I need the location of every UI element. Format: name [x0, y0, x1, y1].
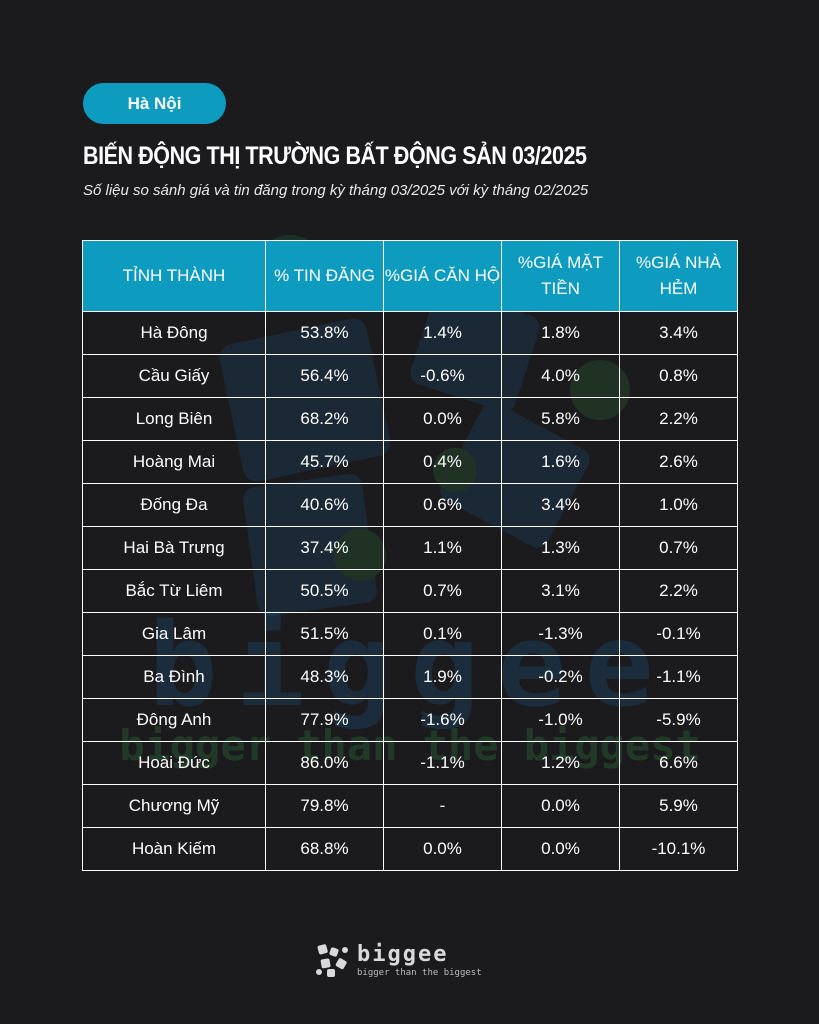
cell-apartment: -1.1%	[383, 741, 502, 785]
table-row: Hà Đông 53.8% 1.4% 1.8% 3.4%	[82, 311, 738, 355]
table-header-row: TỈNH THÀNH % TIN ĐĂNG %GIÁ CĂN HỘ %GIÁ M…	[82, 240, 738, 312]
col-header-apartment-price: %GIÁ CĂN HỘ	[383, 240, 502, 312]
cell-frontage: 1.3%	[501, 526, 620, 570]
cell-listings: 51.5%	[265, 612, 384, 656]
cell-district: Long Biên	[82, 397, 266, 441]
col-header-province: TỈNH THÀNH	[82, 240, 266, 312]
cell-district: Đống Đa	[82, 483, 266, 527]
table-row: Đống Đa 40.6% 0.6% 3.4% 1.0%	[82, 483, 738, 527]
cell-frontage: 1.6%	[501, 440, 620, 484]
cell-frontage: 4.0%	[501, 354, 620, 398]
cell-listings: 68.2%	[265, 397, 384, 441]
cell-apartment: 0.1%	[383, 612, 502, 656]
cell-alley: 0.8%	[619, 354, 738, 398]
table-row: Cầu Giấy 56.4% -0.6% 4.0% 0.8%	[82, 354, 738, 398]
col-header-listings: % TIN ĐĂNG	[265, 240, 384, 312]
cell-frontage: 0.0%	[501, 784, 620, 828]
cell-listings: 68.8%	[265, 827, 384, 871]
cell-apartment: -1.6%	[383, 698, 502, 742]
cell-apartment: 1.4%	[383, 311, 502, 355]
cell-alley: -5.9%	[619, 698, 738, 742]
market-change-table: TỈNH THÀNH % TIN ĐĂNG %GIÁ CĂN HỘ %GIÁ M…	[82, 240, 738, 871]
logo-text-group: biggee bigger than the biggest	[357, 942, 482, 979]
cell-district: Hoài Đức	[82, 741, 266, 785]
cell-frontage: 0.0%	[501, 827, 620, 871]
cell-apartment: 1.9%	[383, 655, 502, 699]
cell-frontage: 1.2%	[501, 741, 620, 785]
cell-district: Đông Anh	[82, 698, 266, 742]
cell-listings: 50.5%	[265, 569, 384, 613]
cell-frontage: 3.4%	[501, 483, 620, 527]
cell-apartment: 0.0%	[383, 827, 502, 871]
cell-frontage: -1.0%	[501, 698, 620, 742]
cell-district: Hoàn Kiếm	[82, 827, 266, 871]
cell-alley: 2.6%	[619, 440, 738, 484]
logo-tagline: bigger than the biggest	[357, 968, 482, 978]
cell-district: Chương Mỹ	[82, 784, 266, 828]
page-title: BIẾN ĐỘNG THỊ TRƯỜNG BẤT ĐỘNG SẢN 03/202…	[83, 142, 587, 170]
cell-district: Hà Đông	[82, 311, 266, 355]
cell-alley: 3.4%	[619, 311, 738, 355]
cell-alley: 2.2%	[619, 569, 738, 613]
cell-alley: 1.0%	[619, 483, 738, 527]
cell-apartment: 0.0%	[383, 397, 502, 441]
cell-apartment: 0.7%	[383, 569, 502, 613]
table-row: Hoàng Mai 45.7% 0.4% 1.6% 2.6%	[82, 440, 738, 484]
cell-district: Cầu Giấy	[82, 354, 266, 398]
table-row: Bắc Từ Liêm 50.5% 0.7% 3.1% 2.2%	[82, 569, 738, 613]
cell-apartment: -0.6%	[383, 354, 502, 398]
cell-listings: 40.6%	[265, 483, 384, 527]
cell-listings: 53.8%	[265, 311, 384, 355]
cell-frontage: -1.3%	[501, 612, 620, 656]
cell-district: Hai Bà Trưng	[82, 526, 266, 570]
cell-alley: -10.1%	[619, 827, 738, 871]
cell-alley: -0.1%	[619, 612, 738, 656]
cell-apartment: 0.4%	[383, 440, 502, 484]
region-pill: Hà Nội	[83, 83, 226, 124]
cell-frontage: 3.1%	[501, 569, 620, 613]
table-row: Ba Đình 48.3% 1.9% -0.2% -1.1%	[82, 655, 738, 699]
table-row: Hai Bà Trưng 37.4% 1.1% 1.3% 0.7%	[82, 526, 738, 570]
col-header-frontage-price: %GIÁ MẶT TIỀN	[501, 240, 620, 312]
cell-district: Gia Lâm	[82, 612, 266, 656]
cell-alley: 2.2%	[619, 397, 738, 441]
cell-apartment: 0.6%	[383, 483, 502, 527]
logo-wordmark: biggee	[357, 942, 449, 967]
cell-frontage: 5.8%	[501, 397, 620, 441]
cell-alley: -1.1%	[619, 655, 738, 699]
cell-listings: 77.9%	[265, 698, 384, 742]
cell-apartment: -	[383, 784, 502, 828]
cell-frontage: 1.8%	[501, 311, 620, 355]
cell-listings: 37.4%	[265, 526, 384, 570]
footer-logo: biggee bigger than the biggest	[315, 941, 515, 981]
cell-listings: 45.7%	[265, 440, 384, 484]
table-row: Đông Anh 77.9% -1.6% -1.0% -5.9%	[82, 698, 738, 742]
col-header-alley-house-price: %GIÁ NHÀ HẺM	[619, 240, 738, 312]
cell-listings: 86.0%	[265, 741, 384, 785]
cell-listings: 48.3%	[265, 655, 384, 699]
cell-listings: 56.4%	[265, 354, 384, 398]
table-row: Long Biên 68.2% 0.0% 5.8% 2.2%	[82, 397, 738, 441]
region-pill-label: Hà Nội	[127, 93, 182, 113]
page-subtitle: Số liệu so sánh giá và tin đăng trong kỳ…	[83, 182, 589, 199]
cell-district: Hoàng Mai	[82, 440, 266, 484]
table-row: Chương Mỹ 79.8% - 0.0% 5.9%	[82, 784, 738, 828]
cell-alley: 6.6%	[619, 741, 738, 785]
cell-apartment: 1.1%	[383, 526, 502, 570]
cell-district: Bắc Từ Liêm	[82, 569, 266, 613]
cell-alley: 5.9%	[619, 784, 738, 828]
cell-frontage: -0.2%	[501, 655, 620, 699]
table-row: Gia Lâm 51.5% 0.1% -1.3% -0.1%	[82, 612, 738, 656]
cell-listings: 79.8%	[265, 784, 384, 828]
cell-alley: 0.7%	[619, 526, 738, 570]
cell-district: Ba Đình	[82, 655, 266, 699]
biggee-logo-icon	[316, 944, 348, 977]
table-row: Hoàn Kiếm 68.8% 0.0% 0.0% -10.1%	[82, 827, 738, 871]
table-row: Hoài Đức 86.0% -1.1% 1.2% 6.6%	[82, 741, 738, 785]
